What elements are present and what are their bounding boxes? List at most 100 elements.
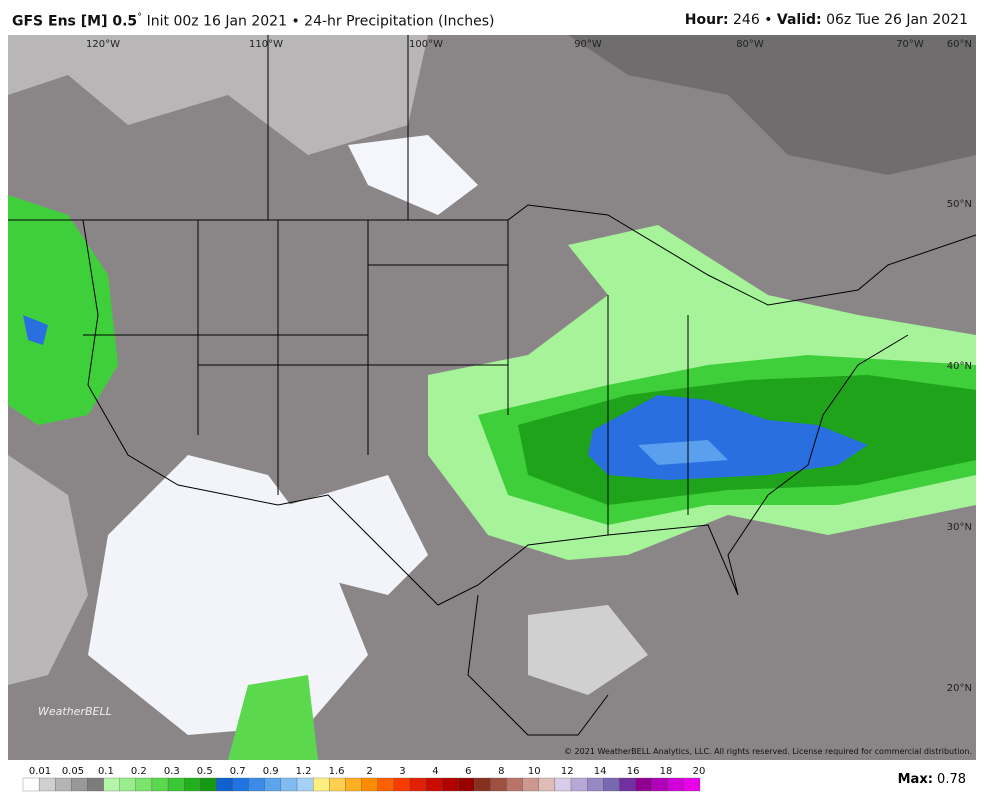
lat-label: 30°N xyxy=(947,522,972,533)
legend-swatch xyxy=(603,777,620,792)
legend-label: 0.01 xyxy=(29,766,51,777)
legend-swatch xyxy=(651,777,668,792)
legend-swatch xyxy=(216,777,233,792)
legend-swatch xyxy=(119,777,136,792)
legend-label: 0.1 xyxy=(98,766,114,777)
legend-label: 12 xyxy=(561,766,574,777)
shade xyxy=(638,440,728,465)
legend-swatch xyxy=(264,777,282,792)
legend-label: 18 xyxy=(660,766,673,777)
model: GFS Ens [M] 0.5 xyxy=(12,13,138,30)
legend-swatch xyxy=(71,777,88,792)
legend-swatch xyxy=(87,777,104,792)
degree: ° xyxy=(137,12,143,23)
graticule-labels: 120°W 110°W 100°W 90°W 80°W 70°W 60°N 50°N 40°N 3… xyxy=(86,39,972,694)
legend-swatch xyxy=(55,777,72,792)
hour-label: Hour: xyxy=(684,12,729,28)
lon-label: 80°W xyxy=(736,39,764,50)
legend-label: 1.6 xyxy=(329,766,345,777)
border xyxy=(82,219,909,606)
lat-label: 20°N xyxy=(947,683,972,694)
legend-swatch xyxy=(393,777,411,792)
lat-label: 40°N xyxy=(947,361,972,372)
legend-label: 0.2 xyxy=(131,766,147,777)
legend-swatch xyxy=(506,777,523,792)
legend-swatch xyxy=(232,777,249,792)
shade xyxy=(228,675,318,760)
legend-swatch xyxy=(587,777,604,792)
shade xyxy=(348,135,478,215)
separator: • xyxy=(764,12,773,28)
legend-swatch xyxy=(554,777,572,792)
copyright: © 2021 WeatherBELL Analytics, LLC. All r… xyxy=(564,747,972,756)
lon-label: 110°W xyxy=(249,39,283,50)
legend-label: 0.7 xyxy=(230,766,246,777)
lon-label: 90°W xyxy=(574,39,602,50)
legend-swatch xyxy=(22,777,40,792)
legend-swatch xyxy=(441,777,459,792)
legend-swatch xyxy=(135,777,153,792)
legend: 0.01 0.05 0.1 0.2 0.3 0.5 0.7 0.9 1.2 1.6 2 3 4 6 8 10 1… xyxy=(22,766,706,792)
legend-label: 0.05 xyxy=(62,766,84,777)
legend-label: 4 xyxy=(432,766,438,777)
legend-swatch xyxy=(377,777,394,792)
legend-label: 6 xyxy=(465,766,471,777)
lon-label: 70°W xyxy=(896,39,924,50)
legend-swatch xyxy=(667,777,685,792)
shade xyxy=(23,315,48,345)
shade xyxy=(528,605,648,695)
hour: 246 xyxy=(733,12,760,28)
legend-swatch xyxy=(538,777,556,792)
legend-swatch xyxy=(425,777,443,792)
borders xyxy=(8,35,976,736)
valid: 06z Tue 26 Jan 2021 xyxy=(826,12,968,28)
precip-map: 120°W 110°W 100°W 90°W 80°W 70°W 60°N 50°N 40°N 3… xyxy=(8,35,976,760)
legend-swatch xyxy=(151,777,169,792)
max-value: 0.78 xyxy=(937,772,966,787)
legend-label: 2 xyxy=(366,766,372,777)
shade xyxy=(8,455,88,685)
border xyxy=(8,204,976,306)
legend-label: 0.9 xyxy=(263,766,279,777)
legend-label: 0.5 xyxy=(197,766,213,777)
max: Max: 0.78 xyxy=(898,772,966,787)
legend-label: 16 xyxy=(627,766,640,777)
valid-label: Valid: xyxy=(776,12,822,28)
legend-swatch xyxy=(312,777,330,792)
legend-label: 8 xyxy=(498,766,504,777)
legend-label: 3 xyxy=(399,766,405,777)
product: 24-hr Precipitation (Inches) xyxy=(304,13,495,30)
border xyxy=(467,594,609,736)
header-right: Hour: 246 • Valid: 06z Tue 26 Jan 2021 xyxy=(685,12,968,28)
legend-swatch xyxy=(522,777,539,792)
legend-swatch xyxy=(490,777,507,792)
legend-swatch xyxy=(103,777,120,792)
legend-swatch xyxy=(38,777,56,792)
legend-swatch xyxy=(296,777,314,792)
shade xyxy=(8,35,428,155)
legend-label: 14 xyxy=(594,766,607,777)
lat-label: 50°N xyxy=(947,199,972,210)
logo: WeatherBELL xyxy=(38,705,112,718)
separator: • xyxy=(291,13,300,30)
border xyxy=(83,35,689,535)
precip-shading xyxy=(8,35,976,760)
legend-swatch xyxy=(409,777,427,792)
legend-label: 10 xyxy=(528,766,541,777)
header-left: GFS Ens [M] 0.5° Init 00z 16 Jan 2021 • … xyxy=(12,12,494,30)
legend-swatch xyxy=(635,777,652,792)
legend-label: 20 xyxy=(693,766,706,777)
lon-label: 100°W xyxy=(409,39,443,50)
legend-swatch xyxy=(683,777,701,792)
legend-label: 1.2 xyxy=(296,766,312,777)
shade xyxy=(568,35,976,175)
lon-label: 120°W xyxy=(86,39,120,50)
max-label: Max: xyxy=(897,772,933,787)
legend-swatch xyxy=(619,777,636,792)
legend-swatch xyxy=(280,777,298,792)
copyright-bg xyxy=(573,743,976,757)
legend-swatch xyxy=(248,777,265,792)
legend-swatch xyxy=(474,777,491,792)
legend-swatch xyxy=(200,777,217,792)
